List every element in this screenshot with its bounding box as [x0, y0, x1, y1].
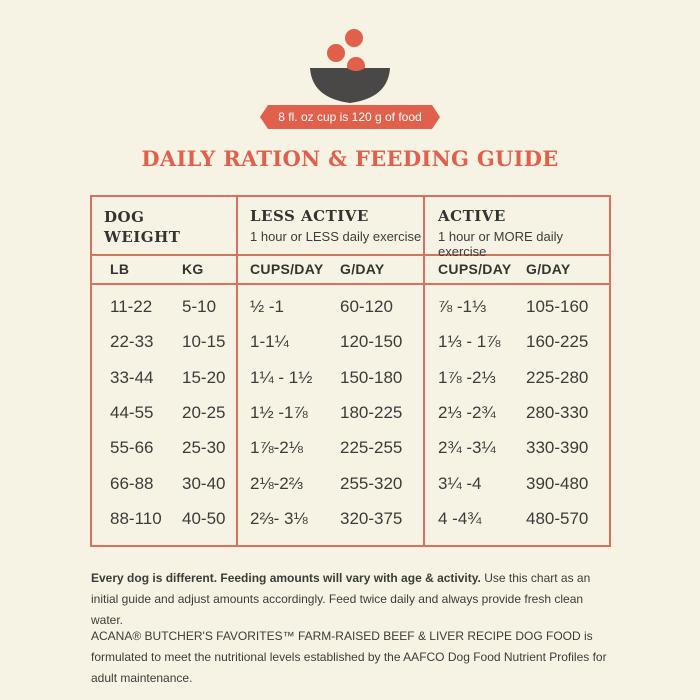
table-cell: 15-20 — [182, 367, 226, 387]
table-cell: 2⅔- 3⅛ — [250, 508, 308, 528]
table-cell: 88-110 — [110, 508, 162, 528]
table-cell: 22-33 — [110, 332, 154, 352]
table-cell: 480-570 — [526, 508, 589, 528]
column-header: G/DAY — [526, 261, 571, 277]
table-cell: 2⅛-2⅔ — [250, 473, 303, 493]
table-cell: 30-40 — [182, 473, 226, 493]
table-cell: 180-225 — [340, 402, 403, 422]
group-dog-weight: DOG WEIGHT — [104, 208, 181, 246]
table-cell: 1-1¼ — [250, 332, 289, 352]
table-cell: 10-15 — [182, 332, 226, 352]
table-cell: 1⅞-2⅛ — [250, 438, 303, 458]
table-cell: 3¼ -4 — [438, 473, 482, 493]
table-cell: 44-55 — [110, 402, 154, 422]
table-cell: 20-25 — [182, 402, 226, 422]
table-cell: 1¼ - 1½ — [250, 367, 313, 387]
table-cell: 1½ -1⅞ — [250, 402, 308, 422]
table-cell: 40-50 — [182, 508, 226, 528]
column-header: CUPS/DAY — [250, 261, 324, 277]
table-cell: 160-225 — [526, 332, 589, 352]
group-less-active-subtitle: 1 hour or LESS daily exercise — [250, 229, 422, 244]
table-cell: 4 -4¾ — [438, 508, 482, 528]
table-cell: 2⅓ -2¾ — [438, 402, 496, 422]
table-cell: 150-180 — [340, 367, 403, 387]
column-header: CUPS/DAY — [438, 261, 512, 277]
table-cell: 320-375 — [340, 508, 403, 528]
cup-size-banner: 8 fl. oz cup is 120 g of food — [260, 105, 440, 129]
table-cell: 5-10 — [182, 297, 217, 316]
table-cell: 105-160 — [526, 297, 589, 316]
table-cell: 66-88 — [110, 473, 154, 493]
column-header: KG — [182, 261, 204, 277]
table-cell: 280-330 — [526, 402, 589, 422]
feeding-note: Every dog is different. Feeding amounts … — [91, 571, 591, 627]
table-cell: 120-150 — [340, 332, 403, 352]
feeding-table: DOG WEIGHT LESS ACTIVE 1 hour or LESS da… — [90, 195, 611, 547]
group-less-active: LESS ACTIVE — [250, 207, 369, 225]
table-cell: 390-480 — [526, 473, 589, 493]
table-cell: 33-44 — [110, 367, 154, 387]
product-note: ACANA® BUTCHER'S FAVORITES™ FARM-RAISED … — [91, 629, 607, 685]
column-header: LB — [110, 261, 130, 277]
table-cell: 2¾ -3¼ — [438, 438, 496, 458]
column-header: G/DAY — [340, 261, 385, 277]
table-cell: 1⅞ -2⅓ — [438, 367, 496, 387]
group-active: ACTIVE — [438, 207, 506, 225]
table-cell: 255-320 — [340, 473, 403, 493]
table-cell: 25-30 — [182, 438, 226, 458]
table-cell: 225-280 — [526, 367, 589, 387]
food-bowl-icon — [310, 29, 390, 103]
table-cell: 225-255 — [340, 438, 403, 458]
group-active-subtitle: 1 hour or MORE daily exercise — [438, 229, 563, 259]
table-cell: 1⅓ - 1⅞ — [438, 332, 501, 352]
table-cell: ½ -1 — [250, 297, 285, 316]
table-cell: ⅞ -1⅓ — [438, 297, 487, 316]
table-cell: 11-22 — [110, 297, 153, 316]
page-title: DAILY RATION & FEEDING GUIDE — [141, 146, 559, 171]
table-cell: 55-66 — [110, 438, 154, 458]
table-cell: 330-390 — [526, 438, 589, 458]
table-cell: 60-120 — [340, 297, 393, 316]
